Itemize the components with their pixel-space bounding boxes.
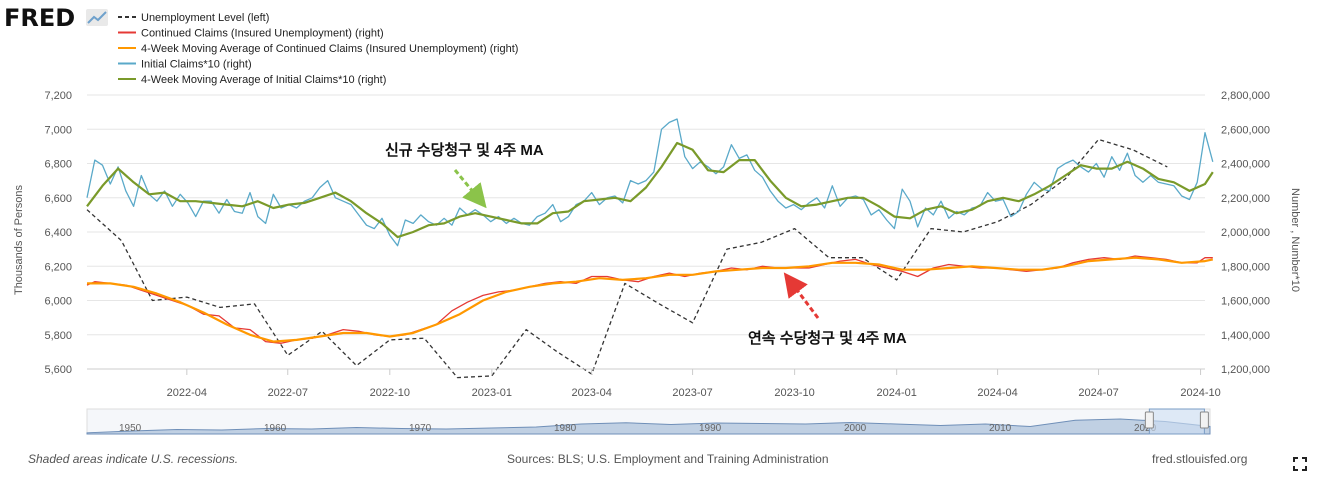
y-left-tick-label: 6,800	[44, 159, 72, 171]
navigator-label: 1950	[119, 423, 142, 434]
range-navigator[interactable]: 1950 1960 1970 1980 1990 2000 2010 2020	[86, 408, 1211, 435]
y-left-tick-label: 7,000	[44, 124, 72, 136]
y-left-label: Thousands of Persons	[13, 184, 25, 295]
sources-text: Sources: BLS; U.S. Employment and Traini…	[507, 452, 829, 466]
y-left-tick-label: 6,000	[44, 296, 72, 308]
legend-label: 4-Week Moving Average of Continued Claim…	[141, 43, 518, 55]
navigator-handle[interactable]	[1199, 411, 1209, 429]
y-left-tick-label: 5,600	[44, 364, 72, 376]
x-tick-label: 2022-04	[167, 387, 207, 399]
x-tick-label: 2024-07	[1078, 387, 1118, 399]
y-right-tick-label: 1,600,000	[1221, 296, 1270, 308]
y-right-tick-label: 1,200,000	[1221, 364, 1270, 376]
navigator-selection[interactable]	[1148, 408, 1205, 435]
y-right-label: Number , Number*10	[1289, 188, 1301, 292]
fullscreen-icon[interactable]	[1293, 457, 1307, 471]
y-right-tick-label: 2,400,000	[1221, 159, 1270, 171]
y-left-tick-label: 6,400	[44, 227, 72, 239]
x-tick-label: 2024-01	[876, 387, 916, 399]
x-tick-label: 2024-10	[1180, 387, 1220, 399]
navigator-label: 2020	[1134, 423, 1157, 434]
x-tick-label: 2024-04	[977, 387, 1017, 399]
plot-area	[86, 118, 1214, 379]
gridlines	[87, 94, 1205, 370]
navigator-series	[86, 418, 1211, 435]
series-line	[86, 141, 1214, 239]
x-tick-label: 2023-01	[472, 387, 512, 399]
navigator-handle[interactable]	[1144, 411, 1154, 429]
legend-label: Initial Claims*10 (right)	[141, 59, 252, 71]
y-left-tick-label: 6,600	[44, 193, 72, 205]
y-right-tick-label: 2,600,000	[1221, 124, 1270, 136]
navigator-label: 1960	[264, 423, 287, 434]
x-tick-label: 2023-10	[774, 387, 814, 399]
legend-label: 4-Week Moving Average of Initial Claims*…	[141, 74, 386, 86]
fred-url[interactable]: fred.stlouisfed.org	[1152, 452, 1248, 466]
legend-label: Continued Claims (Insured Unemployment) …	[141, 28, 384, 40]
legend: Unemployment Level (left) Continued Claim…	[118, 12, 518, 86]
y-left-tick-label: 5,800	[44, 330, 72, 342]
navigator-label: 1980	[554, 423, 577, 434]
legend-label: Unemployment Level (left)	[141, 12, 269, 24]
y-right-tick-label: 1,800,000	[1221, 261, 1270, 273]
y-left-tick-label: 6,200	[44, 261, 72, 273]
navigator-label: 2000	[844, 423, 867, 434]
fred-logo-icon	[86, 9, 108, 26]
x-tick-label: 2022-10	[370, 387, 410, 399]
x-tick-label: 2022-07	[268, 387, 308, 399]
fred-logo[interactable]: FRED	[4, 4, 108, 32]
fred-logo-text: FRED	[4, 4, 75, 32]
y-right-tick-label: 2,200,000	[1221, 193, 1270, 205]
series-line	[86, 138, 1168, 379]
axes: 5,600 1,200,000 5,800 1,400,000 6,000 1,600,0…	[13, 90, 1301, 399]
x-tick-label: 2023-04	[571, 387, 611, 399]
annotation-arrow	[453, 169, 487, 209]
y-right-tick-label: 2,000,000	[1221, 227, 1270, 239]
navigator-label: 1990	[699, 423, 722, 434]
series-line	[87, 256, 1214, 343]
annotations: 신규 수당청구 및 4주 MA 연속 수당청구 및 4주 MA	[385, 141, 907, 347]
annotation-continued-claims: 연속 수당청구 및 4주 MA	[748, 329, 907, 347]
y-right-tick-label: 1,400,000	[1221, 330, 1270, 342]
x-tick-label: 2023-07	[672, 387, 712, 399]
y-right-tick-label: 2,800,000	[1221, 90, 1270, 102]
annotation-initial-claims: 신규 수당청구 및 4주 MA	[385, 141, 544, 159]
recession-note: Shaded areas indicate U.S. recessions.	[28, 452, 239, 466]
navigator-label: 1970	[409, 423, 432, 434]
navigator-label: 2010	[989, 423, 1012, 434]
y-left-tick-label: 7,200	[44, 90, 72, 102]
